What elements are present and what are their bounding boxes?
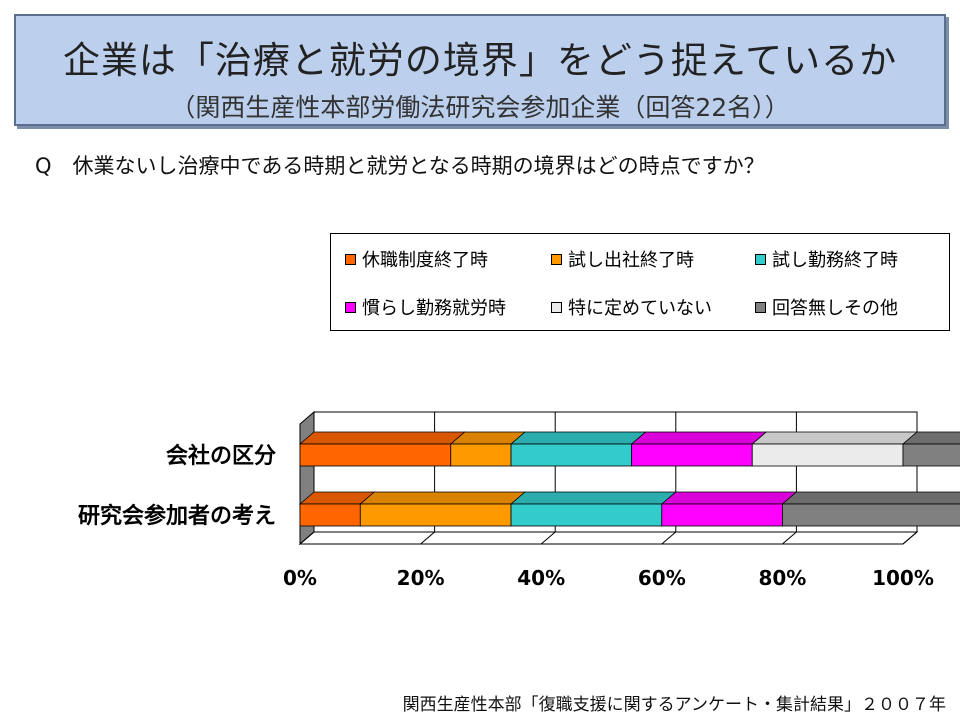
category-label: 研究会参加者の考え: [78, 503, 276, 529]
bar-segment: [299, 443, 452, 467]
legend-swatch: [551, 253, 562, 265]
x-tick-label: 100%: [872, 566, 934, 590]
bar-segment: [902, 443, 960, 467]
legend-label: 特に定めていない: [568, 298, 712, 319]
x-tick-label: 20%: [397, 566, 445, 590]
legend-label: 試し出社終了時: [568, 250, 694, 271]
x-tick-label: 60%: [638, 566, 686, 590]
x-tick-label: 80%: [758, 566, 806, 590]
legend-item: 休職制度終了時: [345, 246, 488, 272]
bar-segment-top: [781, 491, 960, 505]
bar-segment-top: [298, 431, 466, 445]
bar-segment: [661, 503, 783, 527]
legend-label: 慣らし勤務就労時: [362, 298, 506, 319]
bar-segment-top: [630, 431, 768, 445]
floor-gridline: [782, 531, 797, 545]
chart-floor: [298, 531, 919, 545]
bar-segment: [751, 443, 904, 467]
bar-segment-top: [751, 431, 919, 445]
legend-swatch: [755, 301, 766, 313]
page-subtitle: （関西生産性本部労働法研究会参加企業（回答22名））: [170, 93, 790, 122]
bar-segment: [631, 443, 753, 467]
page-title: 企業は「治療と就労の境界」をどう捉えているか: [62, 39, 898, 82]
legend-item: 試し勤務終了時: [755, 246, 898, 272]
floor-gridline: [902, 531, 918, 545]
bar-segment-top: [359, 491, 527, 505]
legend-label: 休職制度終了時: [362, 250, 488, 271]
survey-question: Q 休業ないし治療中である時期と就労となる時期の境界はどの時点ですか？: [35, 154, 765, 178]
bar-segment-top: [660, 491, 798, 505]
bar-segment: [782, 503, 960, 527]
legend-item: 特に定めていない: [551, 294, 712, 320]
source-citation: 関西生産性本部「復職支援に関するアンケート・集計結果」２００７年: [402, 695, 946, 715]
legend-label: 回答無しその他: [772, 298, 898, 319]
bar-segment: [450, 443, 512, 467]
legend-swatch: [755, 253, 766, 265]
x-tick-label: 0%: [283, 566, 317, 590]
category-label: 会社の区分: [166, 443, 276, 469]
bar-segment: [510, 443, 633, 467]
bar-segment: [299, 503, 361, 527]
legend-label: 試し勤務終了時: [772, 250, 898, 271]
title-banner: 企業は「治療と就労の境界」をどう捉えているか （関西生産性本部労働法研究会参加企…: [14, 14, 946, 126]
floor-gridline: [299, 531, 315, 545]
legend-swatch: [345, 301, 356, 313]
x-tick-label: 40%: [517, 566, 565, 590]
floor-gridline: [540, 531, 556, 545]
legend-item: 試し出社終了時: [551, 246, 694, 272]
bar-segment: [359, 503, 512, 527]
bar-segment: [510, 503, 663, 527]
floor-gridline: [661, 531, 677, 545]
chart-legend: 休職制度終了時 試し出社終了時 試し勤務終了時慣らし勤務就労時 特に定めていない 回答無…: [330, 233, 950, 331]
floor-gridline: [420, 531, 435, 545]
legend-item: 慣らし勤務就労時: [345, 294, 506, 320]
legend-swatch: [345, 253, 356, 265]
legend-swatch: [551, 301, 562, 313]
bar-segment-top: [509, 431, 647, 445]
bar-segment-top: [509, 491, 677, 505]
legend-item: 回答無しその他: [755, 294, 898, 320]
